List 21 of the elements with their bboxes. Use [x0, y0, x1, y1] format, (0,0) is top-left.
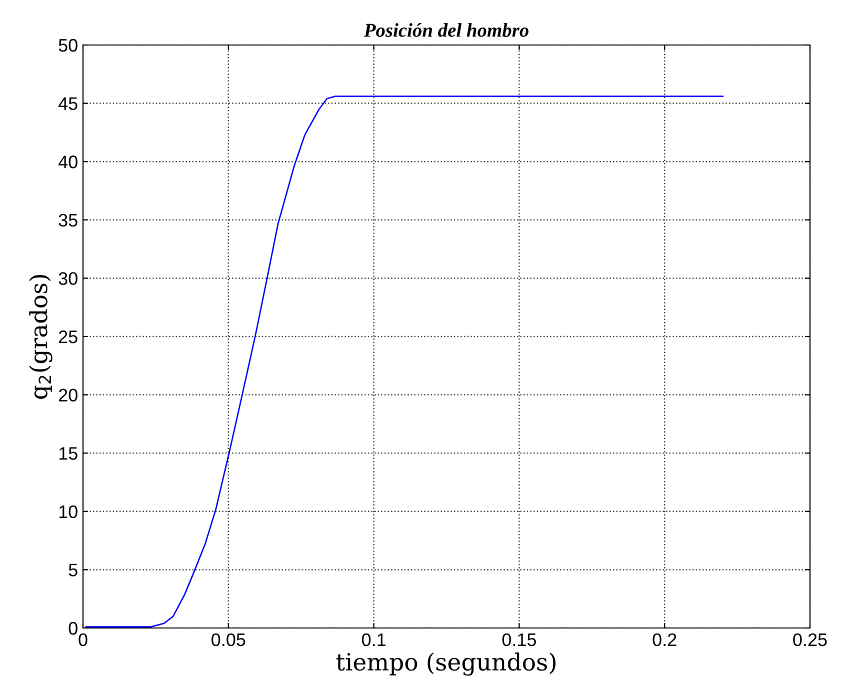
x-tick-label: 0	[78, 633, 88, 646]
y-tick-label: 0	[68, 622, 78, 635]
line-series	[85, 96, 724, 628]
x-axis-title: tiempo (segundos)	[336, 652, 556, 676]
x-tick-label: 0.05	[212, 633, 246, 646]
x-tick-label: 0.25	[793, 633, 827, 646]
y-tick-label: 10	[59, 505, 78, 518]
y-tick-label: 50	[58, 38, 78, 52]
y-tick-label: 30	[58, 272, 78, 285]
y-tick-label: 5	[68, 564, 78, 576]
y-tick-label: 45	[58, 97, 78, 110]
y-tick-label: 15	[59, 447, 78, 460]
x-tick-label: 0.1	[362, 633, 386, 646]
y-tick-label: 25	[58, 330, 78, 344]
y-tick-label: 20	[58, 388, 78, 402]
x-tick-label: 0.2	[652, 633, 676, 646]
x-tick-label: 0.15	[502, 633, 536, 646]
y-tick-label: 40	[58, 156, 78, 168]
y-tick-label: 35	[58, 214, 78, 227]
y-axis-title: q$_{2}$(grados)	[29, 275, 52, 399]
chart-title: Posición del hombro	[364, 23, 528, 37]
